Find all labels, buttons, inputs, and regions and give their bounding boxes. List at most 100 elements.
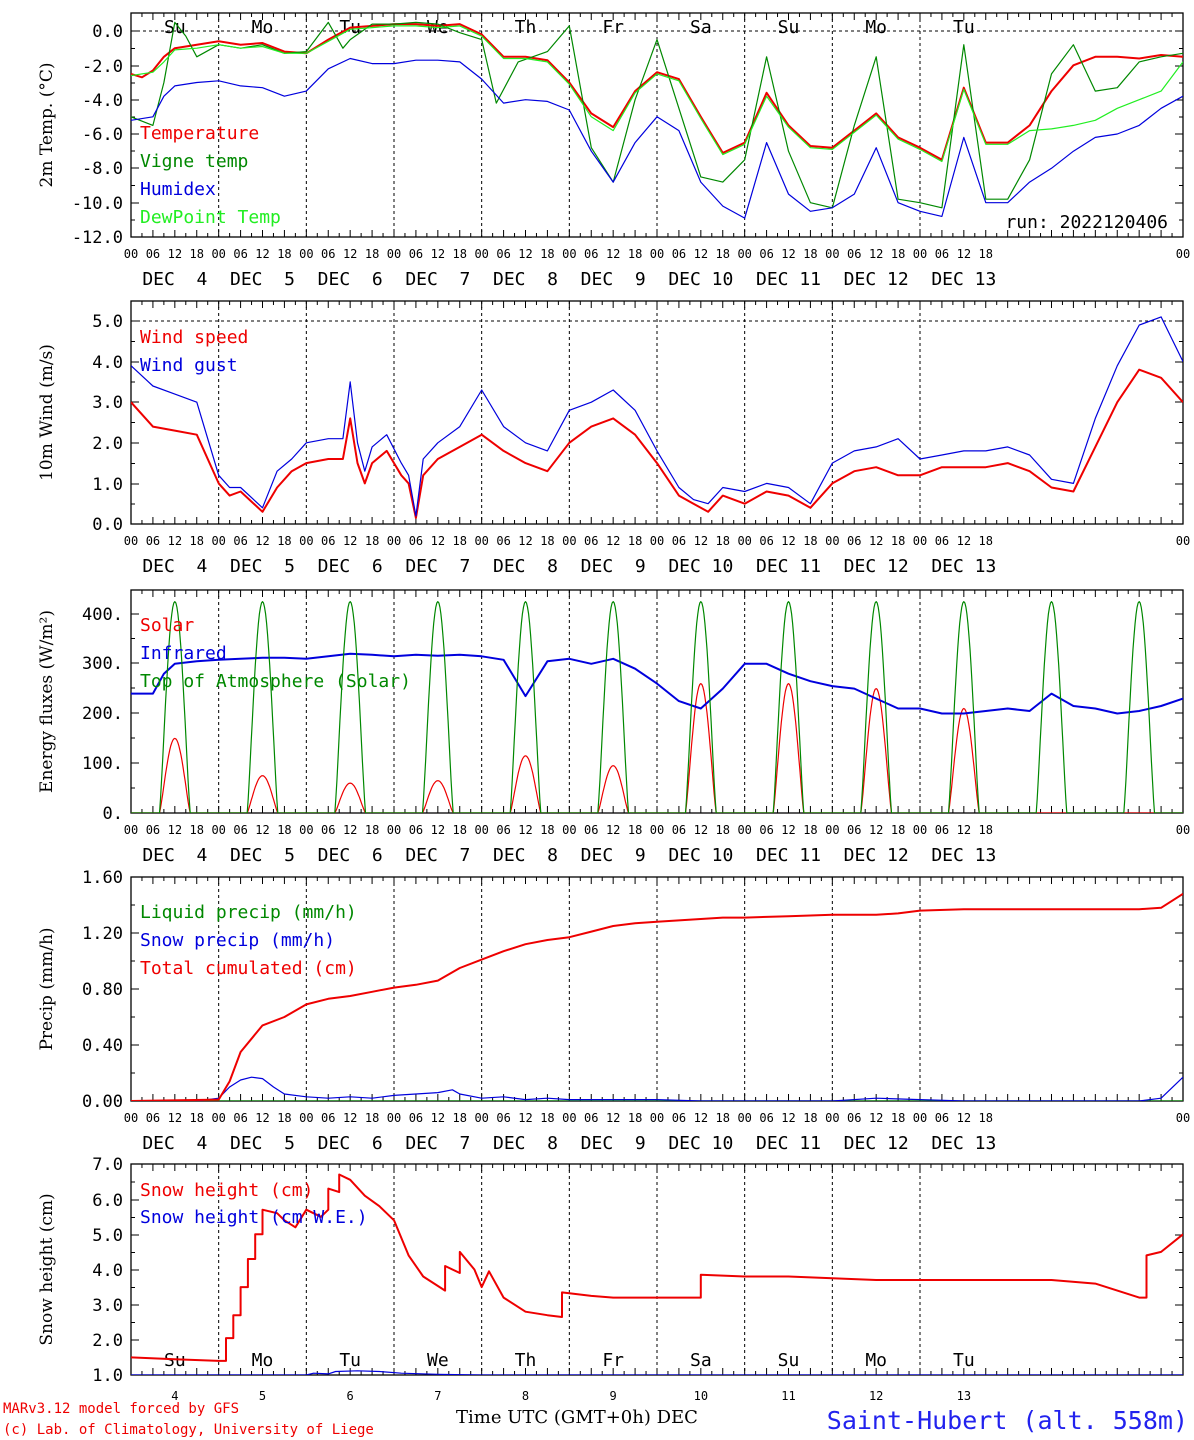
series-line-1 — [131, 368, 1183, 519]
hour-label: 18 — [277, 247, 291, 261]
hour-label: 18 — [979, 247, 993, 261]
day-label: DEC 13 — [931, 1133, 996, 1154]
hour-label: 06 — [935, 247, 949, 261]
hour-label: 12 — [606, 1111, 620, 1125]
panel-4: 0.00 0.40 0.80 1.20 1.60 Precip (mm/h) 00 06 12 1… — [37, 868, 1190, 1154]
hour-label: 06 — [233, 823, 247, 837]
credit-line-1: MARv3.12 model forced by GFS — [3, 1401, 239, 1417]
y-tick-label: 2.0 — [92, 434, 123, 454]
hour-label: 06 — [584, 1111, 598, 1125]
day-number-label: 5 — [259, 1389, 266, 1403]
day-label: DEC 12 — [844, 269, 909, 290]
hour-label: 12 — [781, 534, 795, 548]
hour-label: 00 — [1176, 247, 1190, 261]
hour-label: 00 — [211, 1111, 225, 1125]
hour-label: 12 — [957, 534, 971, 548]
weekday-label: Fr — [602, 1350, 624, 1371]
hour-label: 06 — [146, 534, 160, 548]
day-label: DEC 6 — [318, 269, 383, 290]
hour-label: 00 — [474, 247, 488, 261]
y-tick-label: 4.0 — [92, 1261, 123, 1281]
hour-label: 12 — [431, 247, 445, 261]
run-label: run: 2022120406 — [1005, 212, 1168, 233]
hour-label: 12 — [957, 1111, 971, 1125]
hour-label: 18 — [190, 247, 204, 261]
legend-entry: Total cumulated (cm) — [140, 958, 357, 979]
hour-label: 12 — [255, 247, 269, 261]
day-label: DEC 10 — [668, 845, 733, 866]
y-tick-label: 1.0 — [92, 1366, 123, 1386]
hour-label: 18 — [716, 534, 730, 548]
hour-label: 18 — [540, 247, 554, 261]
hour-label: 06 — [409, 1111, 423, 1125]
day-label: DEC 12 — [844, 845, 909, 866]
hour-label: 00 — [299, 247, 313, 261]
hour-label: 12 — [343, 823, 357, 837]
hour-label: 18 — [628, 1111, 642, 1125]
legend-entry: DewPoint Temp — [140, 207, 281, 228]
hour-label: 18 — [190, 534, 204, 548]
hour-label: 12 — [343, 1111, 357, 1125]
hour-label: 12 — [606, 247, 620, 261]
legend-entry: Wind gust — [140, 355, 238, 376]
hour-label: 12 — [518, 1111, 532, 1125]
hour-label: 06 — [233, 1111, 247, 1125]
weekday-label: Th — [515, 17, 537, 38]
series-line-2 — [131, 1076, 1183, 1101]
hour-label: 12 — [431, 1111, 445, 1125]
hour-label: 00 — [562, 534, 576, 548]
hour-label: 18 — [540, 534, 554, 548]
hour-label: 06 — [847, 823, 861, 837]
hour-label: 18 — [540, 1111, 554, 1125]
hour-label: 18 — [277, 1111, 291, 1125]
legend-entry: Snow height (cm W.E.) — [140, 1207, 368, 1228]
hour-label: 00 — [474, 1111, 488, 1125]
day-label: DEC 11 — [756, 269, 821, 290]
hour-label: 06 — [146, 247, 160, 261]
hour-label: 12 — [168, 823, 182, 837]
hour-label: 18 — [891, 1111, 905, 1125]
hour-label: 06 — [584, 247, 598, 261]
hour-label: 06 — [935, 823, 949, 837]
y-axis-label: Snow height (cm) — [37, 1193, 57, 1345]
hour-label: 18 — [803, 534, 817, 548]
hour-label: 12 — [343, 247, 357, 261]
day-label: DEC 10 — [668, 269, 733, 290]
day-label: DEC 5 — [230, 845, 295, 866]
weekday-label: Sa — [690, 17, 712, 38]
hour-label: 00 — [562, 823, 576, 837]
hour-label: 06 — [847, 534, 861, 548]
hour-label: 00 — [913, 1111, 927, 1125]
legend-entry: Snow height (cm) — [140, 1180, 313, 1201]
hour-label: 06 — [584, 534, 598, 548]
hour-label: 12 — [781, 823, 795, 837]
y-tick-label: 5.0 — [92, 312, 123, 332]
day-number-label: 11 — [781, 1389, 795, 1403]
hour-label: 06 — [847, 1111, 861, 1125]
hour-label: 18 — [716, 823, 730, 837]
hour-label: 18 — [453, 247, 467, 261]
y-tick-label: 0.80 — [82, 980, 123, 1000]
hour-label: 18 — [277, 823, 291, 837]
weekday-label: Mo — [252, 17, 274, 38]
hour-label: 00 — [387, 534, 401, 548]
y-tick-label: -2.0 — [82, 57, 123, 77]
hour-label: 00 — [299, 823, 313, 837]
day-label: DEC 7 — [405, 556, 470, 577]
hour-label: 18 — [979, 534, 993, 548]
hour-label: 18 — [453, 1111, 467, 1125]
day-label: DEC 13 — [931, 269, 996, 290]
y-tick-label: 4.0 — [92, 353, 123, 373]
hour-label: 12 — [431, 534, 445, 548]
y-tick-label: 2.0 — [92, 1331, 123, 1351]
hour-label: 00 — [650, 534, 664, 548]
series-line-3 — [131, 892, 1183, 1101]
hour-label: 12 — [168, 534, 182, 548]
y-tick-label: 6.0 — [92, 1191, 123, 1211]
credit-line-2: (c) Lab. of Climatology, University of L… — [3, 1422, 374, 1438]
legend-entry: Liquid precip (mm/h) — [140, 902, 357, 923]
hour-label: 18 — [891, 247, 905, 261]
day-label: DEC 8 — [493, 556, 558, 577]
series-line-1 — [131, 23, 1183, 161]
